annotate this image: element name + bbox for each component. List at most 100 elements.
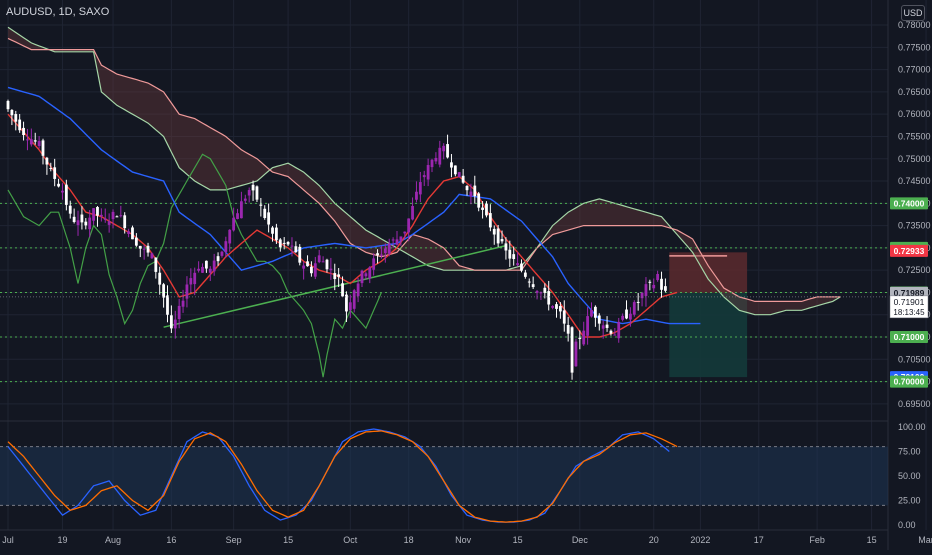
candle-body (162, 284, 165, 298)
candle-body (465, 185, 469, 191)
candle-body (376, 253, 379, 256)
candle-body (523, 272, 527, 277)
candle-body (119, 215, 123, 217)
stochastic-lines (7, 428, 678, 523)
candle-body (14, 114, 18, 122)
candle-body (240, 201, 243, 219)
candle-body (399, 236, 403, 241)
candle-body (457, 172, 461, 178)
candle-body (103, 218, 107, 220)
candle-body (403, 231, 407, 234)
price-badge-label: 0.72933 (894, 246, 925, 256)
candle-body (562, 310, 566, 324)
candle-body (485, 203, 488, 216)
candle-body (138, 245, 142, 249)
price-badge (890, 331, 928, 344)
candle-body (216, 256, 220, 262)
price-badge (890, 197, 928, 210)
candle-body (504, 243, 508, 251)
candle-body (228, 229, 232, 244)
candle-body (18, 119, 22, 131)
candle-body (613, 334, 617, 336)
candle-body (333, 273, 337, 280)
time-tick-label: Nov (455, 535, 472, 545)
candle-body (660, 278, 663, 290)
candle-body (224, 241, 228, 252)
candle-body (107, 221, 111, 225)
candle-body (652, 284, 656, 289)
price-tick-label: 0.77000 (898, 65, 931, 75)
candle-body (158, 272, 162, 285)
candle-body (426, 165, 430, 180)
candle-body (481, 207, 484, 210)
candle-body (543, 287, 547, 293)
time-tick-label: 15 (867, 535, 877, 545)
current-price-box (889, 295, 929, 319)
candle-body (422, 175, 426, 178)
time-tick-label: 20 (649, 535, 659, 545)
price-tick-label: 0.76500 (898, 87, 931, 97)
price-tick-label: 0.69500 (898, 399, 931, 409)
currency-button[interactable]: USD (901, 5, 925, 21)
candle-body (6, 100, 10, 110)
candle-body (574, 341, 578, 367)
candle-body (232, 217, 236, 231)
candle-body (477, 193, 481, 208)
candle-body (364, 273, 368, 277)
time-axis[interactable]: Jul 19 Aug 16 Sep 15 Oct 18 Nov 15 Dec 20 2022 17 Feb 1… (2, 535, 932, 545)
time-tick-label: Aug (105, 535, 121, 545)
candle-body (492, 228, 496, 235)
candle-body (41, 140, 45, 156)
candle-body (76, 220, 80, 226)
candle-body (313, 263, 317, 277)
senkou-span-b (7, 37, 841, 302)
candle-body (551, 305, 554, 308)
candle-body (648, 281, 652, 283)
candle-body (10, 109, 14, 116)
candle-body (387, 243, 391, 254)
candle-body (601, 325, 605, 329)
price-badge (890, 375, 928, 388)
candle-body (302, 265, 306, 269)
candle-body (201, 266, 204, 273)
time-tick-label: Dec (572, 535, 589, 545)
candle-body (321, 261, 325, 263)
candle-body (317, 255, 321, 263)
candle-body (267, 212, 271, 225)
price-tick-label: 0.75500 (898, 131, 931, 141)
candle-body (508, 249, 512, 259)
candle-body (127, 231, 130, 234)
candle-body (430, 159, 434, 168)
candle-body (193, 272, 197, 285)
candle-body (383, 248, 387, 254)
stop-loss-zone (669, 252, 748, 293)
candlesticks (6, 99, 667, 380)
time-tick-label: Jul (2, 535, 14, 545)
candle-body (294, 246, 298, 253)
candle-body (500, 239, 504, 242)
candle-body (415, 191, 418, 200)
candle-body (368, 267, 372, 279)
candle-body (84, 221, 88, 226)
candle-body (442, 145, 446, 152)
candle-body (306, 261, 309, 267)
candle-body (558, 306, 562, 312)
candle-body (53, 167, 57, 179)
candle-body (582, 330, 586, 345)
candle-body (310, 266, 313, 274)
candle-body (527, 281, 531, 283)
candle-body (92, 208, 95, 221)
candle-body (555, 304, 558, 309)
candle-body (446, 144, 449, 158)
candle-body (345, 294, 348, 312)
candle-body (360, 270, 364, 284)
stochastic-tick-label: 75.00 (898, 447, 921, 457)
candle-body (434, 157, 438, 162)
candle-body (380, 254, 383, 256)
price-tick-label: 0.76000 (898, 109, 931, 119)
ichimoku-cloud (7, 26, 841, 316)
candle-body (516, 263, 519, 266)
candle-body (656, 273, 660, 281)
